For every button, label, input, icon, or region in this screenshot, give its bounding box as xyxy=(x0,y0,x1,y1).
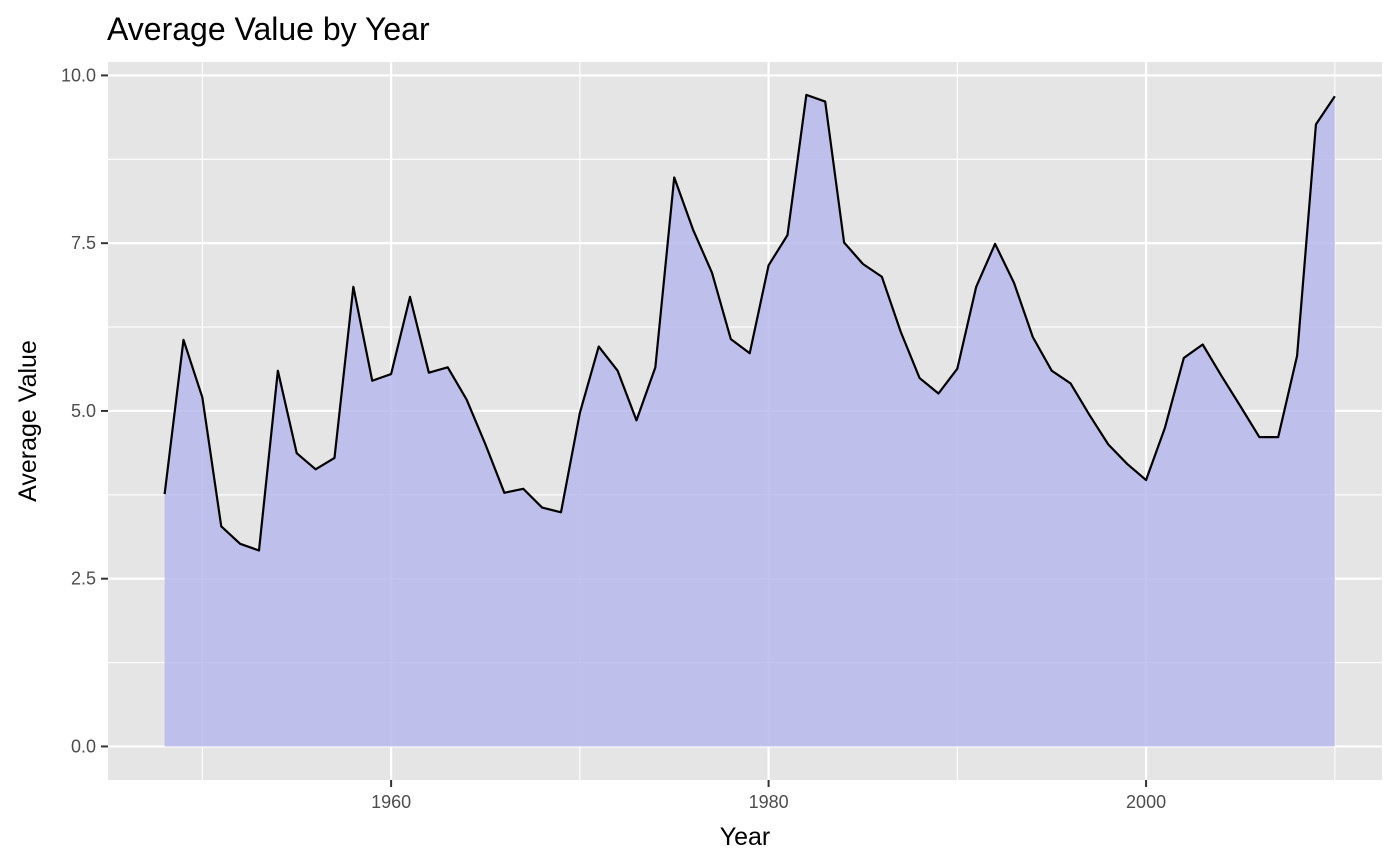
x-axis: 1960 1980 2000 xyxy=(371,780,1166,812)
series-line xyxy=(163,93,1336,552)
x-tick-label: 2000 xyxy=(1126,792,1166,812)
chart-title: Average Value by Year xyxy=(107,11,430,47)
y-tick-label: 2.5 xyxy=(71,569,96,589)
area-fill xyxy=(164,94,1335,747)
y-tick-label: 7.5 xyxy=(71,233,96,253)
y-tick-label: 5.0 xyxy=(71,401,96,421)
y-axis: 0.0 2.5 5.0 7.5 10.0 xyxy=(61,65,108,756)
y-axis-title: Average Value xyxy=(14,340,42,502)
x-axis-title: Year xyxy=(720,823,771,851)
y-tick-label: 10.0 xyxy=(61,65,96,85)
x-tick-label: 1980 xyxy=(749,792,789,812)
y-tick-label: 0.0 xyxy=(71,736,96,756)
x-tick-label: 1960 xyxy=(371,792,411,812)
